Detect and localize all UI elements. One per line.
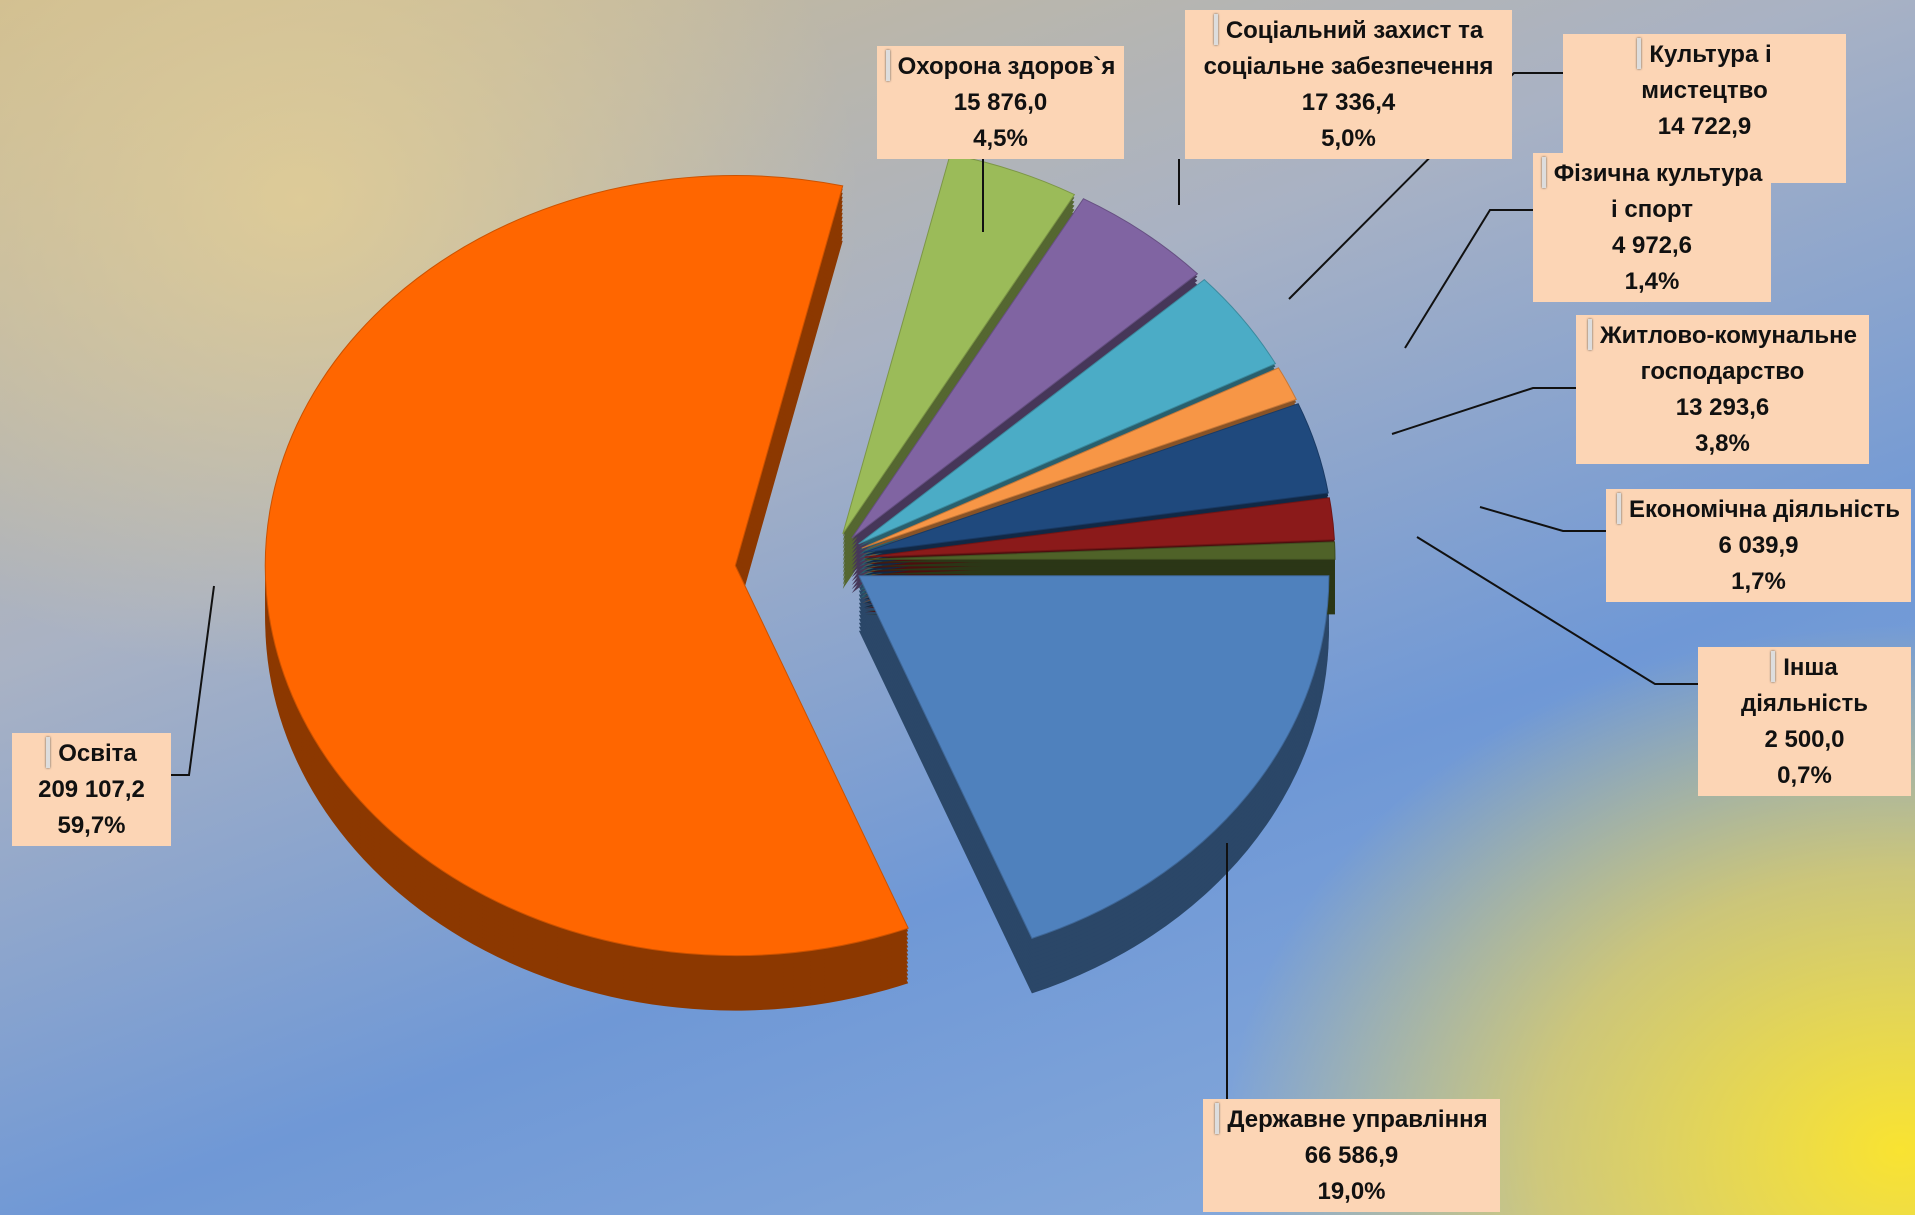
leader-line (1404, 209, 1533, 349)
label-name-row: Державне управління (1211, 1101, 1492, 1138)
leader-line (1479, 506, 1606, 532)
legend-icon (885, 50, 890, 81)
legend-icon (1637, 38, 1642, 69)
category-label: Фізична культура і спорт (1553, 160, 1763, 223)
legend-icon (1215, 1103, 1220, 1134)
label-name-row: Освіта (20, 735, 163, 772)
category-label: Економічна діяльність (1629, 496, 1900, 523)
category-label: Житлово-комунальне господарство (1599, 322, 1858, 385)
slice (851, 198, 1199, 539)
value-label: 66 586,9 (1304, 1142, 1399, 1169)
category-label: Державне управління (1227, 1106, 1488, 1133)
value-label: 4 972,6 (1611, 232, 1693, 259)
data-label: Освіта 209 107,2 59,7% (12, 733, 171, 846)
leader-line (1391, 387, 1576, 435)
label-name-row: Охорона здоров`я (885, 48, 1116, 85)
data-label: Житлово-комунальне господарство 13 293,6 3… (1576, 315, 1869, 464)
percent-label: 5,0% (1321, 125, 1376, 152)
percent-label: 4,5% (973, 125, 1028, 152)
slice (864, 541, 1336, 560)
percent-label: 3,8% (1695, 430, 1750, 457)
value-label: 15 876,0 (953, 89, 1048, 116)
pie (264, 153, 1336, 1011)
data-label: Фізична культура і спорт 4 972,6 1,4% (1533, 153, 1771, 302)
data-label: Охорона здоров`я 15 876,0 4,5% (877, 46, 1124, 159)
category-label: Соціальний захист та соціальне забезпече… (1203, 17, 1494, 80)
legend-icon (1587, 319, 1592, 350)
percent-label: 0,7% (1777, 762, 1832, 789)
data-label: Інша діяльність 2 500,0 0,7% (1698, 647, 1911, 796)
value-label: 2 500,0 (1764, 726, 1845, 753)
slice (264, 175, 909, 957)
label-name-row: Економічна діяльність (1614, 491, 1903, 528)
value-label: 14 722,9 (1657, 113, 1752, 140)
legend-icon (1617, 493, 1621, 524)
percent-label: 1,7% (1731, 568, 1786, 595)
legend-icon (1771, 651, 1776, 682)
legend-icon (46, 737, 51, 768)
label-name-row: Житлово-комунальне господарство (1584, 317, 1861, 390)
percent-label: 59,7% (57, 812, 126, 839)
slice (861, 367, 1297, 549)
value-label: 6 039,9 (1718, 532, 1799, 559)
data-label: Економічна діяльність 6 039,9 1,7% (1606, 489, 1911, 602)
percent-label: 1,4% (1624, 268, 1680, 295)
category-label: Охорона здоров`я (897, 53, 1116, 80)
value-label: 209 107,2 (38, 776, 145, 803)
legend-icon (1213, 14, 1218, 45)
slice (863, 403, 1329, 553)
label-name-row: Фізична культура і спорт (1541, 155, 1763, 228)
value-label: 13 293,6 (1675, 394, 1770, 421)
label-name-row: Соціальний захист та соціальне забезпече… (1193, 12, 1504, 85)
label-name-row: Інша діяльність (1706, 649, 1903, 722)
leader-line (1416, 536, 1698, 685)
leader-line (171, 585, 215, 776)
leader-line (1288, 72, 1563, 300)
slice (858, 575, 1330, 940)
leader-lines (171, 72, 1698, 1099)
value-label: 17 336,4 (1301, 89, 1396, 116)
data-label: Соціальний захист та соціальне забезпече… (1185, 10, 1512, 159)
slice (864, 497, 1335, 558)
category-label: Освіта (58, 740, 137, 767)
slice (858, 278, 1277, 545)
category-label: Інша діяльність (1741, 654, 1868, 717)
data-label: Державне управління 66 586,9 19,0% (1203, 1099, 1500, 1212)
category-label: Культура і мистецтво (1641, 41, 1772, 104)
legend-icon (1541, 157, 1546, 188)
label-name-row: Культура і мистецтво (1571, 36, 1838, 109)
percent-label: 19,0% (1317, 1178, 1386, 1205)
